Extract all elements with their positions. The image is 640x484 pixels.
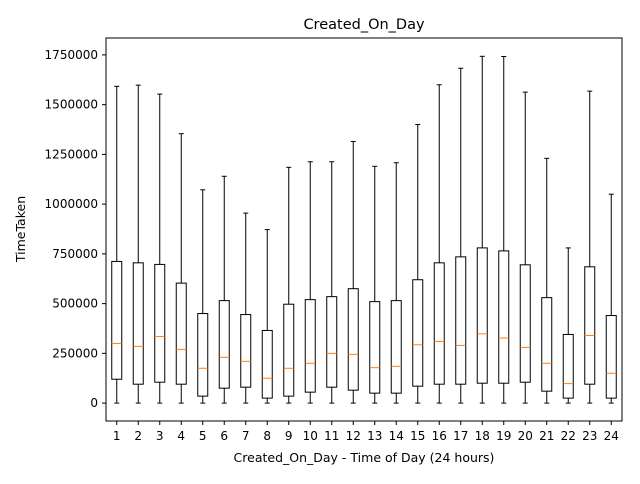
box-iqr [541,297,553,392]
y-axis-label: TimeTaken [13,196,28,263]
x-tick-label: 1 [113,429,121,443]
x-tick-label: 13 [367,429,382,443]
box-group [369,165,381,404]
x-tick-label: 8 [263,429,271,443]
x-tick-label: 6 [220,429,228,443]
plot-area-frame [105,37,623,422]
x-tick-label: 16 [432,429,447,443]
box-iqr [283,303,295,397]
y-axis-ticks: 0 250000 500000 750000 1000000 1250000 1500000… [45,48,106,410]
x-tick-label: 21 [539,429,554,443]
box-group [519,91,531,404]
x-tick-label: 14 [389,429,404,443]
x-tick-label: 24 [604,429,619,443]
box-iqr [218,300,230,389]
y-tick-label: 1000000 [45,197,98,211]
y-tick-label: 250000 [52,346,98,360]
x-tick-label: 2 [134,429,142,443]
box-iqr [455,256,467,385]
box-group [412,124,424,404]
box-iqr [433,262,445,385]
box-group [218,175,230,404]
x-axis-ticks: 1 2 3 4 5 6 7 8 9 10 11 12 13 14 15 16 17 18 19 20 21 22 23 24 [113,421,619,443]
box-group [283,166,295,404]
box-group [498,56,510,404]
box-group [541,157,553,404]
box-iqr [605,315,617,399]
x-tick-label: 3 [156,429,164,443]
x-tick-label: 7 [242,429,250,443]
box-iqr [498,250,510,384]
box-group [390,162,402,404]
box-iqr [111,260,123,380]
box-group [261,229,273,404]
box-group [304,161,316,404]
box-iqr [347,288,359,391]
x-tick-label: 9 [285,429,293,443]
box-iqr [369,301,381,394]
x-tick-label: 22 [561,429,576,443]
box-group [562,247,574,404]
x-tick-label: 17 [453,429,468,443]
box-iqr [132,262,144,385]
x-tick-label: 10 [303,429,318,443]
box-iqr [412,279,424,387]
box-iqr [304,299,316,393]
box-group [154,93,166,404]
box-iqr [261,329,273,399]
box-group [433,84,445,404]
box-iqr [326,296,338,388]
x-tick-label: 11 [324,429,339,443]
y-tick-label: 1500000 [45,98,98,112]
box-group [326,161,338,404]
box-iqr [390,300,402,394]
box-group [132,84,144,404]
box-group [605,193,617,404]
box-iqr [197,313,209,397]
x-axis-label: Created_On_Day - Time of Day (24 hours) [234,450,495,465]
x-tick-label: 23 [582,429,597,443]
y-tick-label: 1250000 [45,147,98,161]
x-tick-label: 5 [199,429,207,443]
box-group [197,189,209,404]
box-group [476,55,488,404]
x-tick-label: 15 [410,429,425,443]
box-group [111,85,123,404]
box-group [240,212,252,404]
x-tick-label: 4 [177,429,185,443]
box-group [175,133,187,404]
box-group [455,67,467,404]
box-iqr [519,264,531,383]
box-iqr [584,266,596,385]
box-group [347,140,359,404]
y-tick-label: 500000 [52,297,98,311]
y-tick-label: 750000 [52,247,98,261]
box-iqr [175,282,187,385]
box-iqr [476,247,488,384]
box-iqr [240,314,252,388]
y-tick-label: 1750000 [45,48,98,62]
x-tick-label: 19 [496,429,511,443]
y-tick-label: 0 [90,396,98,410]
x-tick-label: 18 [475,429,490,443]
box-iqr [562,333,574,399]
box-plot-series [111,55,617,404]
x-tick-label: 12 [346,429,361,443]
box-iqr [154,263,166,383]
box-group [584,90,596,404]
x-tick-label: 20 [518,429,533,443]
chart-title: Created_On_Day [303,17,425,33]
